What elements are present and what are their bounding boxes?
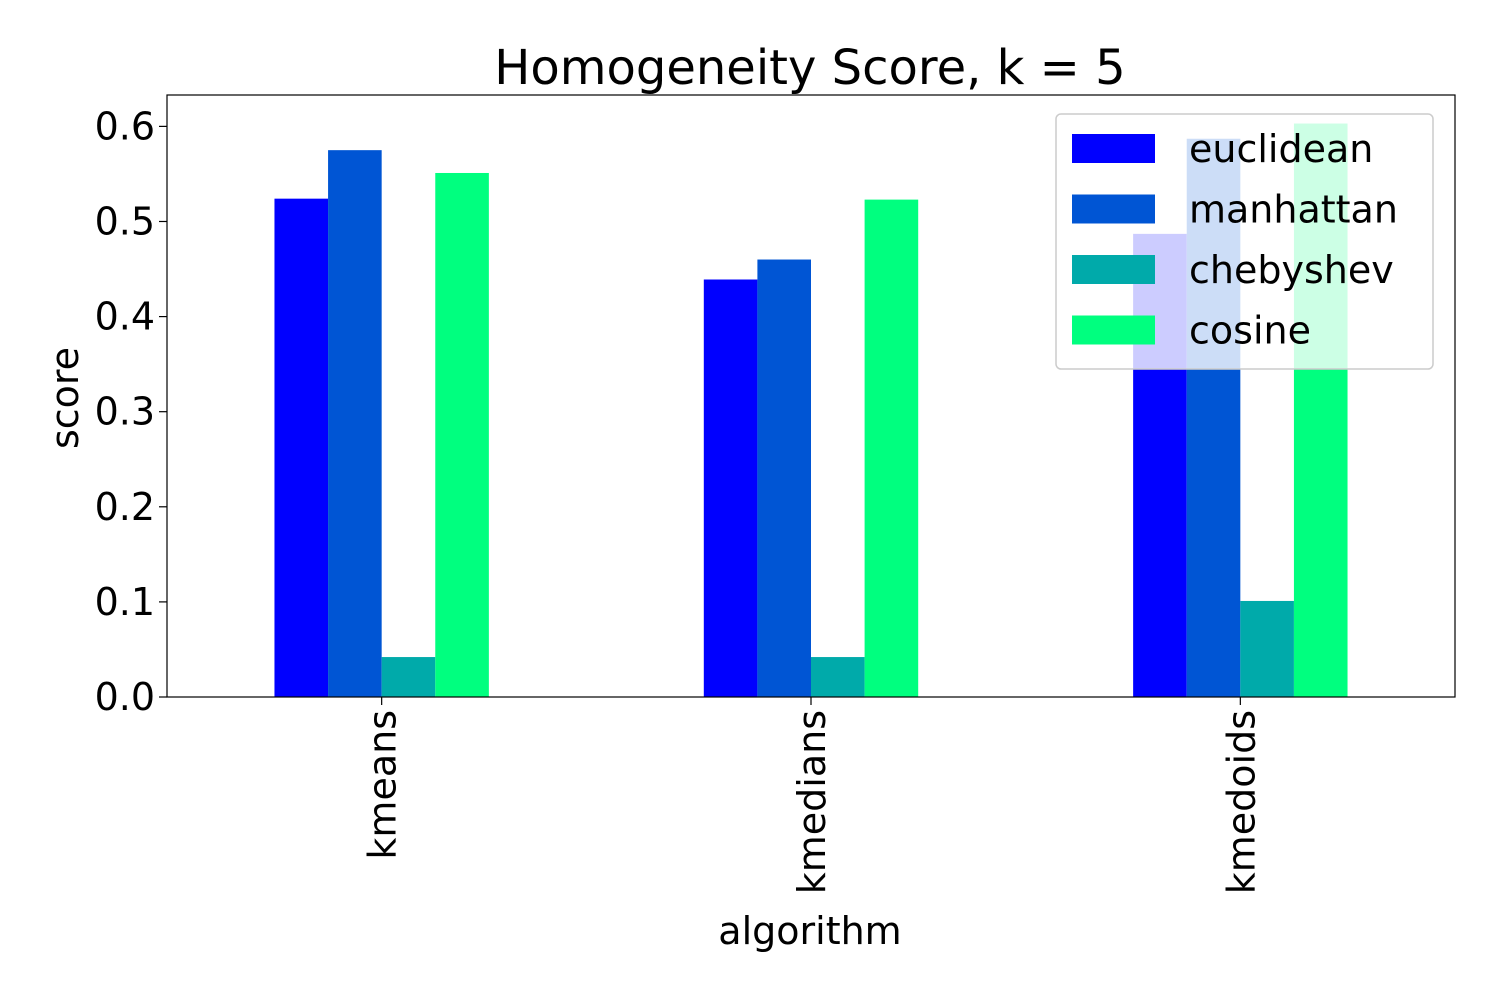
- x-axis: kmeans kmedians kmedoids: [361, 697, 1263, 894]
- legend-label-manhattan: manhattan: [1189, 188, 1398, 232]
- x-tick-label-kmeans: kmeans: [361, 710, 405, 860]
- y-axis-label: score: [43, 347, 87, 449]
- bar-kmedians-manhattan: [757, 259, 811, 697]
- y-axis: 0.0 0.1 0.2 0.3 0.4 0.5 0.6: [95, 104, 167, 719]
- bars-group: [274, 123, 1348, 698]
- bar-kmedians-chebyshev: [811, 657, 865, 697]
- bar-kmedoids-chebyshev: [1240, 600, 1294, 697]
- x-tick-label-kmedians: kmedians: [790, 710, 834, 894]
- y-tick-label: 0.5: [95, 199, 155, 243]
- legend-swatch-euclidean: [1072, 134, 1155, 163]
- y-tick-label: 0.0: [95, 675, 155, 719]
- bar-kmeans-euclidean: [274, 198, 329, 697]
- y-tick-label: 0.6: [95, 104, 155, 148]
- bar-kmedians-cosine: [864, 199, 919, 697]
- bar-kmeans-chebyshev: [381, 657, 436, 697]
- y-tick-label: 0.4: [95, 295, 155, 339]
- y-tick-label: 0.3: [95, 390, 155, 434]
- legend-label-cosine: cosine: [1189, 309, 1311, 353]
- legend-swatch-chebyshev: [1072, 255, 1155, 284]
- legend-swatch-cosine: [1072, 315, 1155, 345]
- bar-kmeans-manhattan: [328, 150, 382, 698]
- y-tick-label: 0.1: [95, 580, 155, 624]
- legend-label-chebyshev: chebyshev: [1189, 248, 1394, 292]
- bar-kmeans-cosine: [435, 172, 489, 698]
- x-tick-label-kmedoids: kmedoids: [1219, 710, 1263, 894]
- chart-title: Homogeneity Score, k = 5: [494, 40, 1125, 96]
- x-axis-label: algorithm: [718, 909, 901, 953]
- bar-kmedians-euclidean: [703, 279, 758, 697]
- legend: euclidean manhattan chebyshev cosine: [1055, 113, 1434, 370]
- legend-label-euclidean: euclidean: [1189, 127, 1373, 171]
- legend-swatch-manhattan: [1072, 194, 1155, 224]
- y-tick-label: 0.2: [95, 485, 155, 529]
- legend-box: [1055, 113, 1434, 370]
